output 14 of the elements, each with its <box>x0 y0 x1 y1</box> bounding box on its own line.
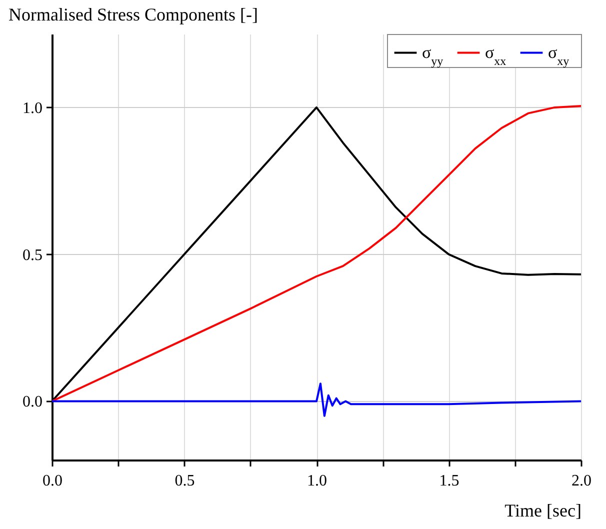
x-tick-label: 1.0 <box>307 472 327 490</box>
legend-label: σ$_{xx}$ <box>485 42 506 68</box>
y-tick-label: 0.5 <box>22 246 42 264</box>
y-axis-title: Normalised Stress Components [-] <box>8 4 258 24</box>
y-tick-label: 0.0 <box>22 394 42 411</box>
legend-label: σ$_{xy}$ <box>548 42 570 68</box>
x-tick-label: 0.5 <box>174 472 195 490</box>
x-tick-label: 2.0 <box>572 472 592 490</box>
x-tick-label: 1.5 <box>439 472 460 490</box>
legend-label: σ$_{yy}$ <box>422 42 444 68</box>
line-series <box>52 382 581 417</box>
x-axis-title: Time [sec] <box>504 500 582 520</box>
y-tick-label: 1.0 <box>22 100 42 117</box>
x-tick-label: 0.0 <box>42 472 62 490</box>
